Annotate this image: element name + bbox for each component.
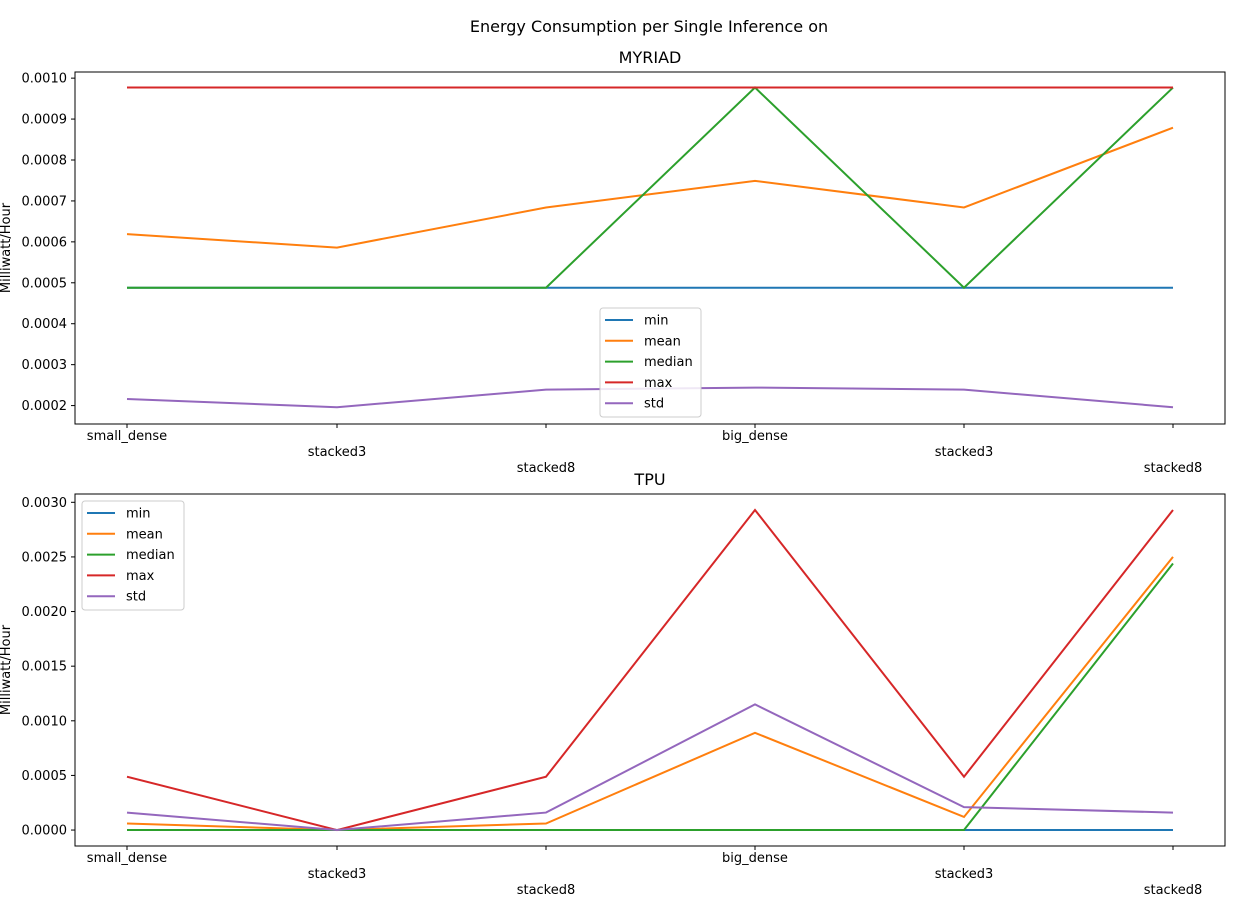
y-axis-label: Milliwatt/Hour <box>0 202 14 293</box>
y-tick-label: 0.0004 <box>22 317 68 332</box>
chart-panel-1: MYRIAD 0.0002 0.0003 0.0004 0.0005 0.0006 0.00… <box>0 48 1226 476</box>
x-tick-label: stacked8 <box>1144 461 1203 476</box>
legend-box <box>599 307 702 418</box>
x-tick-label: big_dense <box>722 851 788 866</box>
chart-title: TPU <box>633 470 665 489</box>
y-tick-label: 0.0010 <box>22 714 68 729</box>
x-tick-label: big_dense <box>722 429 788 444</box>
series-line-mean <box>126 126 1174 249</box>
legend-label-max: max <box>644 376 673 391</box>
plot-frame <box>74 493 1226 847</box>
series-line-median <box>127 86 1174 290</box>
y-axis-label: Milliwatt/Hour <box>0 624 14 715</box>
y-tick-label: 0.0005 <box>22 276 68 291</box>
x-tick-label: stacked3 <box>935 867 994 882</box>
x-tick-label: stacked8 <box>517 461 576 476</box>
y-tick-label: 0.0006 <box>22 235 68 250</box>
y-tick-label: 0.0010 <box>22 72 68 87</box>
x-tick-label: stacked3 <box>308 867 367 882</box>
legend-label-mean: mean <box>126 527 163 542</box>
x-tick-label: stacked3 <box>308 445 367 460</box>
legend-label-std: std <box>126 590 146 605</box>
series-line-mean <box>126 556 1174 832</box>
y-tick-label: 0.0030 <box>22 496 68 511</box>
y-tick-label: 0.0000 <box>22 824 68 839</box>
chart-title: MYRIAD <box>619 48 682 67</box>
legend-label-mean: mean <box>644 334 681 349</box>
series-line-std <box>126 703 1174 832</box>
figure-title: Energy Consumption per Single Inference … <box>470 17 828 36</box>
legend-label-min: min <box>644 314 669 329</box>
y-tick-label: 0.0025 <box>22 550 68 565</box>
x-tick-label: stacked3 <box>935 445 994 460</box>
legend-label-max: max <box>126 569 155 584</box>
legend-box <box>81 500 185 611</box>
legend: min mean median max std <box>599 307 702 418</box>
legend-label-min: min <box>126 507 151 522</box>
y-tick-label: 0.0008 <box>22 154 68 169</box>
legend-label-median: median <box>644 355 693 370</box>
series-line-median <box>127 562 1174 832</box>
x-tick-label: stacked8 <box>517 883 576 898</box>
plot-frame <box>74 71 1226 425</box>
legend-label-std: std <box>644 397 664 412</box>
y-tick-label: 0.0009 <box>22 113 68 128</box>
y-tick-label: 0.0002 <box>22 399 68 414</box>
y-tick-label: 0.0007 <box>22 194 68 209</box>
legend-label-median: median <box>126 548 175 563</box>
chart-panel-2: TPU 0.0000 0.0005 0.0010 0.0015 0.0020 0.0025 0… <box>0 470 1226 898</box>
x-tick-label: small_dense <box>87 851 167 866</box>
legend: min mean median max std <box>81 500 185 611</box>
y-tick-label: 0.0020 <box>22 605 68 620</box>
y-tick-label: 0.0015 <box>22 660 68 675</box>
y-tick-label: 0.0003 <box>22 358 68 373</box>
x-tick-label: stacked8 <box>1144 883 1203 898</box>
x-tick-label: small_dense <box>87 429 167 444</box>
series-line-max <box>126 508 1174 832</box>
y-tick-label: 0.0005 <box>22 769 68 784</box>
